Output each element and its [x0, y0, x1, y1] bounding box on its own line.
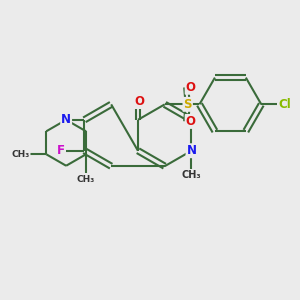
Text: N: N	[61, 113, 71, 126]
Text: CH₃: CH₃	[77, 175, 95, 184]
Text: Cl: Cl	[278, 98, 291, 111]
Text: CH₃: CH₃	[11, 150, 30, 159]
Text: O: O	[134, 95, 144, 108]
Text: S: S	[183, 98, 192, 111]
Text: O: O	[186, 81, 196, 94]
Text: F: F	[57, 144, 65, 157]
Text: N: N	[187, 144, 196, 157]
Text: CH₃: CH₃	[182, 170, 201, 180]
Text: O: O	[186, 115, 196, 128]
